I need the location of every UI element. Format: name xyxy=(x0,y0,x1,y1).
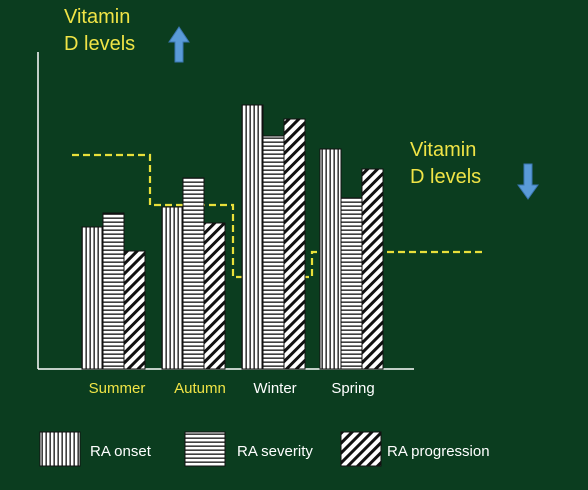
bar-autumn-progression xyxy=(203,222,226,370)
bar-winter-progression xyxy=(283,118,306,370)
arrow-up-icon xyxy=(168,26,190,63)
legend-label-progression: RA progression xyxy=(387,443,490,460)
bars-group xyxy=(81,104,384,370)
bar-spring-onset xyxy=(319,148,342,370)
tick-label-autumn: Autumn xyxy=(174,380,226,397)
arrow-down-icon xyxy=(517,163,539,200)
vitamin-low-label-line2: D levels xyxy=(410,166,481,188)
bar-summer-progression xyxy=(123,250,146,370)
legend-label-severity: RA severity xyxy=(237,443,313,460)
bar-spring-progression xyxy=(361,168,384,370)
tick-label-spring: Spring xyxy=(331,380,374,397)
legend-swatch-onset xyxy=(39,431,81,467)
bar-autumn-severity xyxy=(182,177,205,370)
bar-summer-onset xyxy=(81,226,104,370)
bar-autumn-onset xyxy=(161,206,184,370)
vitamin-high-label-line1: Vitamin xyxy=(64,6,130,28)
legend-label-onset: RA onset xyxy=(90,443,152,460)
legend: RA onset RA severity RA progression xyxy=(39,431,490,467)
bar-summer-severity xyxy=(102,212,125,370)
tick-label-summer: Summer xyxy=(89,380,146,397)
tick-label-winter: Winter xyxy=(253,380,296,397)
bar-winter-onset xyxy=(241,104,264,370)
legend-swatch-severity xyxy=(184,431,226,467)
vitamin-low-label-line1: Vitamin xyxy=(410,139,476,161)
vitamin-high-label-line2: D levels xyxy=(64,33,135,55)
vitamin-d-line xyxy=(72,153,486,279)
legend-swatch-progression xyxy=(340,431,382,467)
bar-spring-severity xyxy=(340,197,363,370)
bar-winter-severity xyxy=(262,135,285,370)
